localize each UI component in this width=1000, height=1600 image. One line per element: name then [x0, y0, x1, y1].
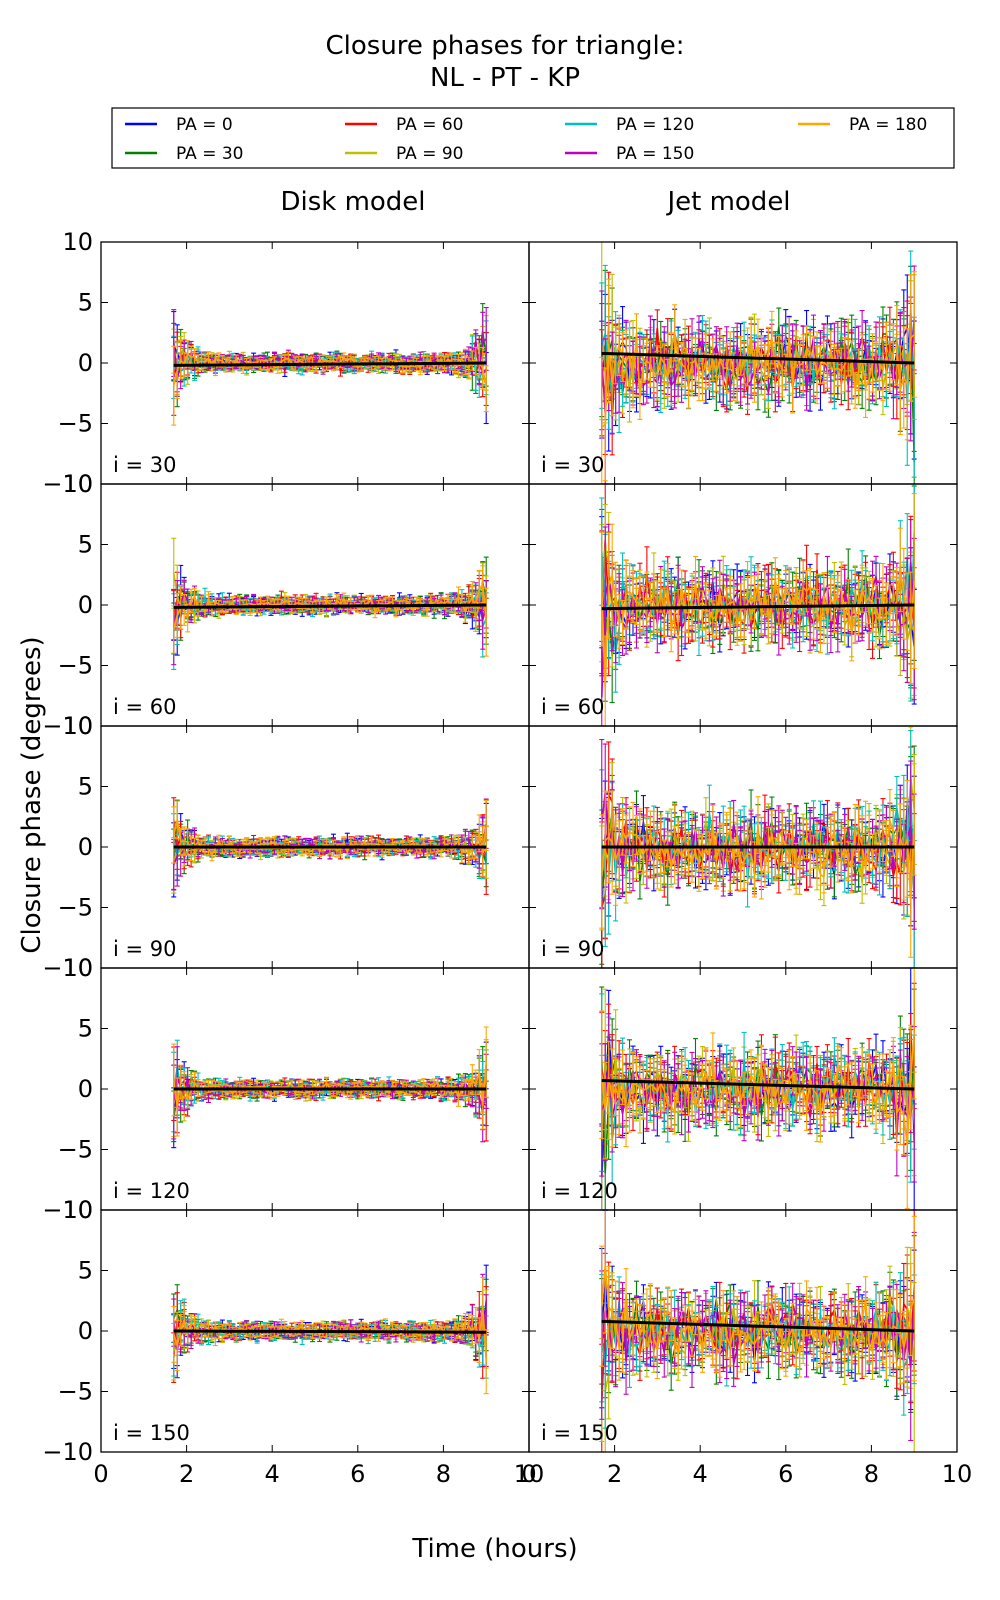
legend-box — [111, 107, 955, 169]
legend-label-4: PA = 120 — [616, 115, 694, 135]
panel-label: i = 30 — [113, 453, 177, 477]
legend-label-1: PA = 30 — [176, 144, 243, 164]
error-bars-0-1-3 — [171, 537, 489, 645]
mean-line — [601, 351, 915, 365]
y-tick-label: 0 — [78, 349, 93, 377]
panel-disk-0: −10 −5 0 5 10 i = 30 — [42, 228, 530, 498]
panel-label: i = 30 — [541, 453, 605, 477]
legend-label-6: PA = 180 — [849, 115, 927, 135]
chart-title: Closure phases for triangle: — [326, 31, 685, 61]
legend-label-5: PA = 150 — [616, 144, 694, 164]
column-title-disk: Disk model — [280, 187, 425, 217]
legend: PA = 0 PA = 30 PA = 60 PA = 90 PA = 120 PA = … — [111, 107, 955, 169]
mean-line — [173, 361, 487, 367]
legend-label-0: PA = 0 — [176, 115, 233, 135]
y-tick-label: 5 — [78, 289, 93, 317]
y-tick-label: −5 — [58, 410, 93, 438]
y-tick-label: −10 — [42, 470, 93, 498]
column-title-jet: Jet model — [665, 187, 790, 217]
series-line-6 — [601, 332, 915, 429]
legend-label-2: PA = 60 — [396, 115, 463, 135]
panel-jet-0: i = 30 — [528, 241, 958, 485]
error-bars-0-0-2 — [171, 331, 489, 416]
chart-subtitle: NL - PT - KP — [430, 63, 580, 93]
legend-label-3: PA = 90 — [396, 144, 463, 164]
y-tick-label: 10 — [62, 228, 93, 256]
